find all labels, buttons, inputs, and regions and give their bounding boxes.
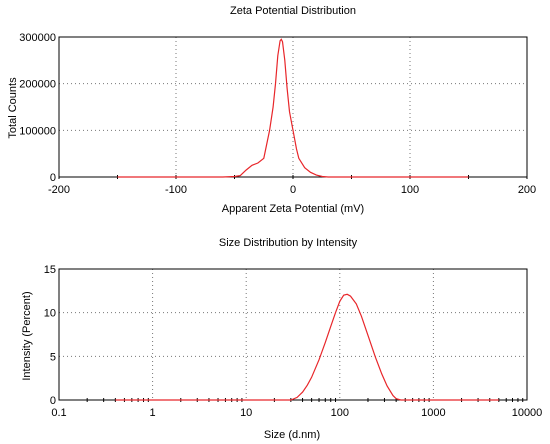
size-y-tick-label: 0 bbox=[50, 395, 56, 407]
zeta-x-tick-labels: -200 -100 0 100 200 bbox=[48, 184, 536, 196]
size-x-tick-label: 10000 bbox=[512, 407, 543, 419]
zeta-y-tick-label: 300000 bbox=[19, 32, 56, 44]
zeta-x-tick-label: 200 bbox=[518, 184, 536, 196]
size-y-tick-label: 15 bbox=[44, 264, 56, 276]
zeta-x-tick-label: 0 bbox=[290, 184, 296, 196]
zeta-chart-title: Zeta Potential Distribution bbox=[230, 5, 356, 17]
size-x-tick-label: 100 bbox=[331, 407, 349, 419]
zeta-x-tick-label: 100 bbox=[401, 184, 419, 196]
size-x-tick-label: 10 bbox=[240, 407, 252, 419]
zeta-x-tick-label: -100 bbox=[165, 184, 187, 196]
zeta-x-axis-label: Apparent Zeta Potential (mV) bbox=[222, 203, 364, 215]
size-y-axis-label: Intensity (Percent) bbox=[21, 291, 33, 380]
zeta-potential-chart: Zeta Potential Distribution 010000020000… bbox=[7, 5, 536, 215]
size-x-axis-label: Size (d.nm) bbox=[264, 429, 320, 441]
size-distribution-chart: Size Distribution by Intensity 0 5 10 15 0.… bbox=[21, 237, 542, 441]
size-chart-title: Size Distribution by Intensity bbox=[219, 237, 358, 249]
size-y-tick-labels: 0 5 10 15 bbox=[44, 264, 56, 407]
zeta-x-tick-label: -200 bbox=[48, 184, 70, 196]
zeta-y-tick-label: 200000 bbox=[19, 79, 56, 91]
size-y-tick-label: 5 bbox=[50, 351, 56, 363]
size-y-tick-label: 10 bbox=[44, 308, 56, 320]
size-x-tick-label: 0.1 bbox=[51, 407, 66, 419]
size-x-tick-labels: 0.1 1 10 100 1000 10000 bbox=[51, 407, 542, 419]
zeta-y-tick-label: 100000 bbox=[19, 125, 56, 137]
size-x-tick-label: 1000 bbox=[421, 407, 445, 419]
zeta-y-axis-label: Total Counts bbox=[7, 77, 19, 139]
zeta-gridlines bbox=[59, 36, 527, 177]
size-distribution-line bbox=[115, 293, 499, 401]
zeta-y-tick-labels: 0 100000 200000 300000 bbox=[19, 32, 56, 184]
size-axes bbox=[58, 268, 528, 402]
size-gridlines bbox=[59, 268, 527, 400]
zeta-y-tick-label: 0 bbox=[50, 172, 56, 184]
size-plot-frame bbox=[58, 268, 528, 401]
zeta-distribution-line bbox=[117, 38, 469, 178]
size-x-tick-label: 1 bbox=[150, 407, 156, 419]
